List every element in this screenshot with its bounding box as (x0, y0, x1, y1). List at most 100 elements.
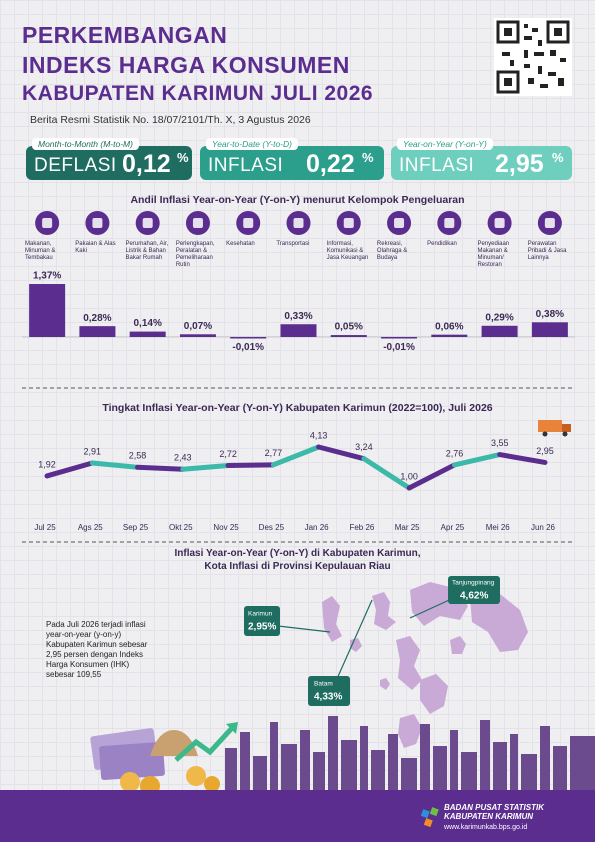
bar (431, 334, 468, 337)
indicator-unit: % (362, 150, 374, 165)
x-tick-label: Perlengkapan, Peralatan & Pemeliharaan R… (175, 241, 215, 268)
footer-band (0, 790, 595, 842)
data-label: 0,05% (335, 322, 363, 333)
map-title: Inflasi Year-on-Year (Y-on-Y) di Kabupat… (174, 548, 421, 559)
indicator-value: 0,12 (122, 150, 171, 178)
x-tick-label: Jul 25 (34, 523, 56, 532)
line-segment (180, 462, 231, 472)
footer-website: www.karimunkab.bps.go.id (443, 824, 527, 831)
callout-name: Tanjungpinang (452, 580, 495, 587)
data-label: 3,24 (355, 442, 373, 452)
indicator-unit: % (552, 150, 564, 165)
data-label: 4,13 (310, 430, 328, 440)
title-line: PERKEMBANGAN (22, 22, 228, 48)
category-icon-glyph (192, 218, 203, 228)
money-illustration (90, 722, 238, 796)
data-label: 3,55 (491, 438, 509, 448)
x-tick-label: Transportasi (276, 241, 310, 247)
x-tick-label: Perumahan, Air, Listrik & Bahan Bakar Ru… (125, 241, 169, 261)
title-line: KABUPATEN KARIMUN JULI 2026 (22, 82, 374, 105)
x-tick-label: Okt 25 (169, 523, 193, 532)
data-label: 0,28% (83, 313, 111, 324)
line-segment (89, 460, 141, 470)
indicator-status: INFLASI (208, 155, 284, 176)
line-segment (451, 452, 503, 468)
x-tick-label: Ags 25 (78, 523, 103, 532)
category-icon-glyph (293, 218, 304, 228)
indicator-box: Year-on-Year (Y-on-Y) INFLASI 2,95 % (391, 138, 572, 180)
x-tick-label: Sep 25 (123, 523, 149, 532)
bar (381, 337, 418, 339)
x-tick-label: Jun 26 (531, 523, 556, 532)
indicator-status: DEFLASI (34, 155, 117, 176)
subtitle: Berita Resmi Statistik No. 18/07/2101/Th… (30, 114, 311, 126)
data-label: 1,92 (38, 459, 56, 469)
category-icon-glyph (494, 218, 505, 228)
indicator-unit: % (177, 150, 189, 165)
indicator-period: Year-on-Year (Y-on-Y) (397, 138, 493, 150)
indicator-box: Year-to-Date (Y-to-D) INFLASI 0,22 % (200, 138, 384, 180)
data-label: 2,77 (265, 448, 283, 458)
bar (531, 322, 568, 337)
data-label: 2,58 (129, 451, 147, 461)
category-icon-glyph (142, 218, 153, 228)
line-segment (225, 462, 276, 468)
data-label: 0,29% (485, 312, 513, 323)
data-label: 1,37% (33, 271, 61, 282)
category-icon-glyph (544, 218, 555, 228)
bar (481, 325, 518, 337)
x-tick-label: Penyediaan Makanan & Minuman/ Restoran (477, 241, 510, 268)
x-tick-label: Jan 26 (305, 523, 330, 532)
bar (29, 284, 66, 337)
title-line: INDEKS HARGA KONSUMEN (22, 52, 350, 78)
line-segment (135, 464, 186, 472)
truck-icon (538, 420, 571, 437)
data-label: -0,01% (383, 342, 415, 353)
data-label: 2,95 (536, 446, 554, 456)
category-icon-glyph (444, 218, 455, 228)
x-tick-label: Rekreasi, Olahraga & Budaya (376, 241, 408, 261)
data-label: 2,72 (219, 449, 237, 459)
x-tick-label: Pendidikan (427, 241, 457, 247)
x-tick-label: Feb 26 (349, 523, 374, 532)
callout-box (448, 576, 500, 604)
data-label: 1,00 (400, 471, 418, 481)
x-tick-label: Pakaian & Alas Kaki (75, 241, 116, 254)
line-segment (316, 444, 367, 462)
line-segment (497, 452, 548, 465)
line-chart-title: Tingkat Inflasi Year-on-Year (Y-on-Y) Ka… (102, 402, 493, 414)
skyline (225, 716, 595, 792)
bar (79, 326, 116, 337)
x-tick-label: Mar 25 (395, 523, 420, 532)
bar (280, 324, 317, 337)
x-tick-label: Des 25 (259, 523, 285, 532)
x-tick-label: Nov 25 (213, 523, 239, 532)
data-label: 0,33% (284, 311, 312, 322)
indicator-box: Month-to-Month (M-to-M) DEFLASI 0,12 % (26, 138, 192, 180)
data-label: 0,06% (435, 321, 463, 332)
bps-logo (420, 807, 439, 828)
category-icon-glyph (343, 218, 354, 228)
bar (129, 331, 166, 337)
bar (179, 334, 216, 337)
category-icon-glyph (394, 218, 405, 228)
callout-box (244, 606, 280, 636)
footer-org: KABUPATEN KARIMUN (444, 812, 533, 821)
line-segment (44, 460, 95, 479)
map-note: Pada Juli 2026 terjadi inflasi year-on-y… (46, 620, 148, 679)
x-tick-label: Mei 26 (486, 523, 511, 532)
line-segment (406, 462, 457, 491)
x-tick-label: Informasi, Komunikasi & Jasa Keuangan (326, 241, 369, 261)
indicator-period: Month-to-Month (M-to-M) (32, 138, 139, 150)
callout-value: 4,62% (460, 591, 488, 602)
qr-code (494, 18, 572, 96)
category-icon-glyph (92, 218, 103, 228)
bar (230, 337, 267, 339)
line-segment (270, 444, 322, 468)
map-title: Kota Inflasi di Provinsi Kepulauan Riau (204, 561, 391, 572)
bar (330, 335, 367, 337)
data-label: 2,76 (446, 448, 464, 458)
indicator-period: Year-to-Date (Y-to-D) (206, 138, 298, 150)
data-label: 2,91 (84, 446, 102, 456)
